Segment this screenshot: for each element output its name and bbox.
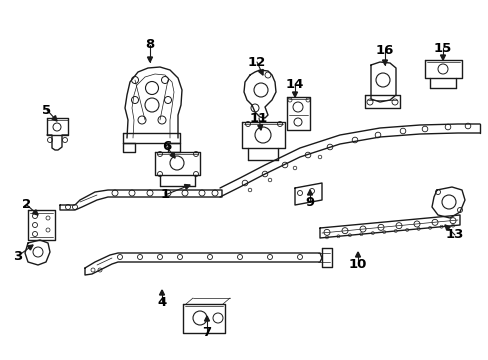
Polygon shape <box>257 125 262 130</box>
Polygon shape <box>33 210 38 215</box>
Text: 11: 11 <box>249 112 267 125</box>
Text: 13: 13 <box>445 229 463 242</box>
Text: 7: 7 <box>202 325 211 338</box>
Text: 8: 8 <box>145 39 154 51</box>
Text: 6: 6 <box>162 140 171 153</box>
Text: 2: 2 <box>22 198 32 211</box>
Polygon shape <box>307 190 312 195</box>
Polygon shape <box>52 116 57 121</box>
Text: 14: 14 <box>285 78 304 91</box>
Polygon shape <box>184 185 190 189</box>
Polygon shape <box>440 55 445 60</box>
Text: 10: 10 <box>348 258 366 271</box>
Polygon shape <box>258 69 263 75</box>
Polygon shape <box>27 245 33 250</box>
Text: 15: 15 <box>433 41 451 54</box>
Text: 16: 16 <box>375 44 393 57</box>
Text: 5: 5 <box>42 104 51 117</box>
Polygon shape <box>292 92 297 97</box>
Polygon shape <box>355 252 360 257</box>
Polygon shape <box>170 153 175 158</box>
Polygon shape <box>444 225 449 230</box>
Polygon shape <box>159 290 164 295</box>
Text: 9: 9 <box>305 195 314 208</box>
Text: 4: 4 <box>157 296 166 309</box>
Polygon shape <box>382 60 386 65</box>
Text: 12: 12 <box>247 55 265 68</box>
Polygon shape <box>204 316 209 321</box>
Polygon shape <box>147 57 152 62</box>
Text: 1: 1 <box>160 189 169 202</box>
Text: 3: 3 <box>13 249 22 262</box>
